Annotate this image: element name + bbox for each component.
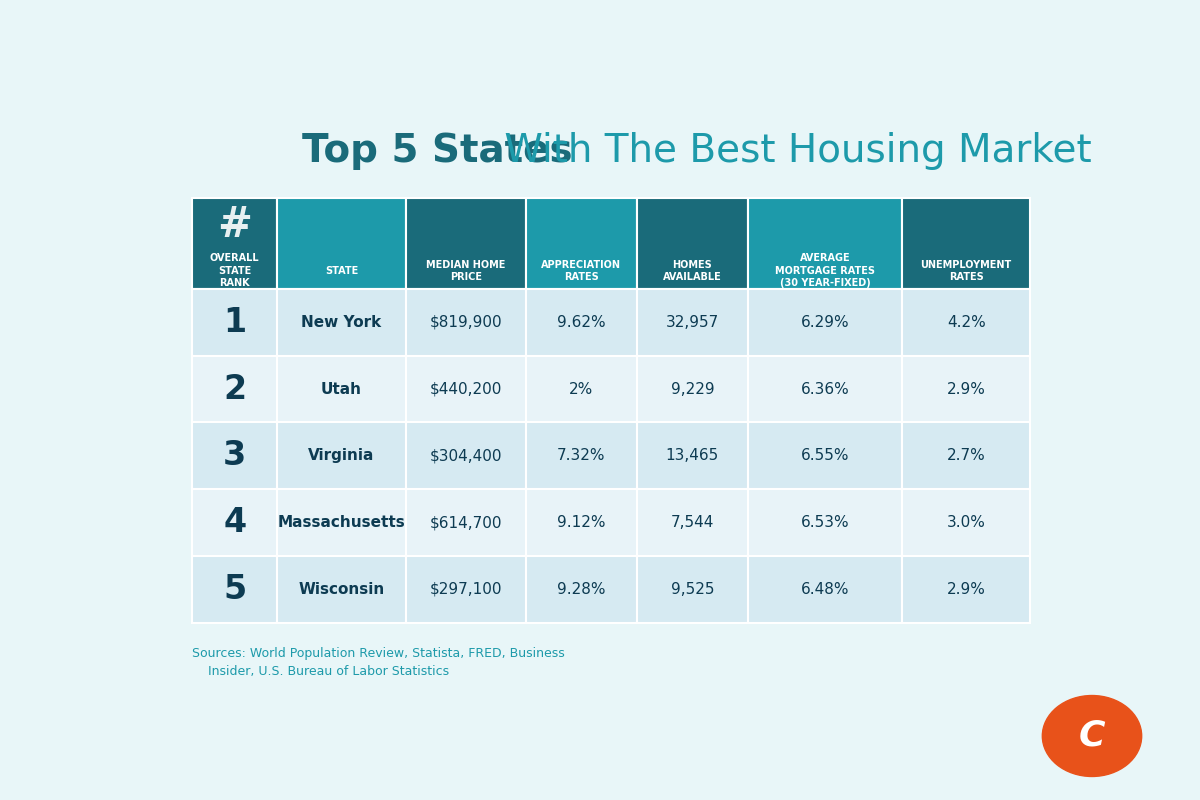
FancyBboxPatch shape	[902, 490, 1031, 556]
FancyBboxPatch shape	[748, 289, 902, 356]
Text: HOMES
AVAILABLE: HOMES AVAILABLE	[664, 259, 721, 282]
FancyBboxPatch shape	[406, 198, 526, 289]
Text: 9.28%: 9.28%	[557, 582, 605, 597]
FancyBboxPatch shape	[748, 198, 902, 289]
Text: 4: 4	[223, 506, 246, 539]
FancyBboxPatch shape	[277, 556, 406, 622]
FancyBboxPatch shape	[192, 289, 277, 356]
FancyBboxPatch shape	[637, 422, 748, 490]
Text: 2: 2	[223, 373, 246, 406]
FancyBboxPatch shape	[406, 289, 526, 356]
Text: 9,525: 9,525	[671, 582, 714, 597]
FancyBboxPatch shape	[637, 198, 748, 289]
FancyBboxPatch shape	[192, 356, 277, 422]
FancyBboxPatch shape	[406, 422, 526, 490]
Text: 2.7%: 2.7%	[947, 448, 985, 463]
FancyBboxPatch shape	[902, 289, 1031, 356]
FancyBboxPatch shape	[277, 289, 406, 356]
FancyBboxPatch shape	[748, 356, 902, 422]
FancyBboxPatch shape	[637, 490, 748, 556]
Text: 9.62%: 9.62%	[557, 315, 606, 330]
Text: 6.55%: 6.55%	[800, 448, 850, 463]
FancyBboxPatch shape	[406, 556, 526, 622]
Text: Massachusetts: Massachusetts	[277, 515, 406, 530]
Text: 1: 1	[223, 306, 246, 339]
Text: Top 5 States: Top 5 States	[302, 133, 572, 170]
FancyBboxPatch shape	[277, 490, 406, 556]
FancyBboxPatch shape	[637, 556, 748, 622]
FancyBboxPatch shape	[277, 356, 406, 422]
Text: 2.9%: 2.9%	[947, 582, 985, 597]
Text: 3: 3	[223, 439, 246, 472]
Text: MEDIAN HOME
PRICE: MEDIAN HOME PRICE	[426, 259, 505, 282]
Text: $819,900: $819,900	[430, 315, 502, 330]
FancyBboxPatch shape	[277, 422, 406, 490]
Circle shape	[1043, 695, 1141, 777]
FancyBboxPatch shape	[526, 422, 637, 490]
FancyBboxPatch shape	[277, 198, 406, 289]
Text: Utah: Utah	[322, 382, 362, 397]
Text: 6.36%: 6.36%	[800, 382, 850, 397]
FancyBboxPatch shape	[526, 490, 637, 556]
Text: New York: New York	[301, 315, 382, 330]
Text: $304,400: $304,400	[430, 448, 502, 463]
Text: $297,100: $297,100	[430, 582, 502, 597]
Text: STATE: STATE	[325, 266, 359, 276]
Text: Sources: World Population Review, Statista, FRED, Business
    Insider, U.S. Bur: Sources: World Population Review, Statis…	[192, 647, 565, 678]
Text: C: C	[1079, 719, 1105, 753]
FancyBboxPatch shape	[526, 289, 637, 356]
FancyBboxPatch shape	[902, 556, 1031, 622]
Text: 6.48%: 6.48%	[800, 582, 850, 597]
Text: AVERAGE
MORTGAGE RATES
(30 YEAR-FIXED): AVERAGE MORTGAGE RATES (30 YEAR-FIXED)	[775, 254, 875, 288]
Text: APPRECIATION
RATES: APPRECIATION RATES	[541, 259, 622, 282]
Text: 32,957: 32,957	[666, 315, 719, 330]
Text: 2.9%: 2.9%	[947, 382, 985, 397]
Text: 5: 5	[223, 573, 246, 606]
FancyBboxPatch shape	[748, 422, 902, 490]
Text: 4.2%: 4.2%	[947, 315, 985, 330]
FancyBboxPatch shape	[192, 556, 277, 622]
FancyBboxPatch shape	[748, 490, 902, 556]
Text: 3.0%: 3.0%	[947, 515, 985, 530]
Text: #: #	[217, 204, 252, 246]
Text: Virginia: Virginia	[308, 448, 374, 463]
FancyBboxPatch shape	[406, 490, 526, 556]
Text: 6.29%: 6.29%	[800, 315, 850, 330]
FancyBboxPatch shape	[192, 422, 277, 490]
Text: UNEMPLOYMENT
RATES: UNEMPLOYMENT RATES	[920, 259, 1012, 282]
FancyBboxPatch shape	[902, 356, 1031, 422]
Text: $440,200: $440,200	[430, 382, 502, 397]
Text: 13,465: 13,465	[666, 448, 719, 463]
Text: $614,700: $614,700	[430, 515, 502, 530]
FancyBboxPatch shape	[748, 556, 902, 622]
FancyBboxPatch shape	[637, 356, 748, 422]
FancyBboxPatch shape	[526, 356, 637, 422]
FancyBboxPatch shape	[406, 356, 526, 422]
Text: With The Best Housing Market: With The Best Housing Market	[492, 133, 1092, 170]
FancyBboxPatch shape	[902, 198, 1031, 289]
FancyBboxPatch shape	[902, 422, 1031, 490]
Text: 6.53%: 6.53%	[800, 515, 850, 530]
Text: OVERALL
STATE
RANK: OVERALL STATE RANK	[210, 254, 259, 288]
Text: 9.12%: 9.12%	[557, 515, 605, 530]
FancyBboxPatch shape	[192, 198, 277, 289]
Text: 9,229: 9,229	[671, 382, 714, 397]
FancyBboxPatch shape	[526, 198, 637, 289]
Text: 7.32%: 7.32%	[557, 448, 605, 463]
Text: Wisconsin: Wisconsin	[299, 582, 385, 597]
FancyBboxPatch shape	[526, 556, 637, 622]
FancyBboxPatch shape	[192, 490, 277, 556]
Text: 7,544: 7,544	[671, 515, 714, 530]
FancyBboxPatch shape	[637, 289, 748, 356]
Text: 2%: 2%	[569, 382, 593, 397]
